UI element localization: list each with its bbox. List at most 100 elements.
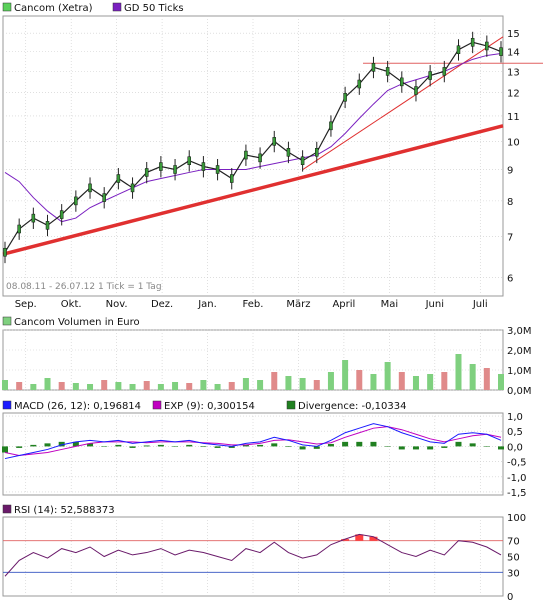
macd-divergence-bar [16, 446, 23, 448]
macd-divergence-bar [242, 444, 249, 447]
rsi-legend-label: RSI (14): 52,588373 [14, 505, 115, 516]
volume-bar [58, 382, 65, 390]
price-candle-body [385, 67, 390, 76]
price-candle-body [102, 193, 106, 202]
volume-y-tick: 1,0M [507, 366, 532, 377]
price-x-tick: Juli [472, 299, 488, 310]
price-x-tick: Dez. [151, 299, 173, 310]
volume-bar [370, 374, 377, 390]
price-candle-body [173, 165, 177, 174]
macd-divergence-bar [370, 441, 377, 447]
price-x-tick: Juni [425, 299, 444, 310]
volume-bar [299, 378, 306, 390]
macd-legend-swatch-1 [152, 400, 162, 410]
volume-bar [427, 374, 434, 390]
price-y-tick: 8 [507, 197, 513, 208]
macd-divergence-bar [483, 446, 490, 447]
volume-bar [398, 372, 405, 390]
macd-divergence-bar [327, 443, 334, 447]
rsi-y-tick: 70 [507, 537, 520, 548]
price-candle-body [343, 92, 347, 102]
volume-bar [384, 362, 391, 390]
price-x-tick: April [332, 299, 355, 310]
macd-y-tick: -1,5 [507, 488, 527, 499]
price-candle-body [31, 213, 36, 223]
macd-divergence-bar [412, 446, 419, 450]
price-x-tick: Mai [381, 299, 399, 310]
macd-frame [2, 412, 504, 496]
volume-bar [72, 383, 79, 390]
volume-bar [441, 372, 448, 390]
macd-divergence-bar [157, 444, 164, 447]
price-legend: Cancom (Xetra) GD 50 Ticks [2, 2, 184, 14]
price-x-tick: März [286, 299, 310, 310]
volume-bar [271, 372, 278, 390]
price-y-tick: 13 [507, 67, 520, 78]
volume-bar [186, 383, 193, 390]
price-candle-body [187, 156, 191, 165]
macd-legend-label-2: Divergence: -0,10334 [298, 401, 406, 412]
price-y-tick: 11 [507, 112, 520, 123]
volume-bar [157, 384, 164, 390]
volume-bar [2, 380, 8, 390]
volume-bar [342, 360, 349, 390]
volume-bar [129, 384, 136, 390]
macd-divergence-bar [271, 443, 278, 447]
macd-legend-label-0: MACD (26, 12): 0,196814 [14, 401, 141, 412]
volume-bar [498, 374, 504, 390]
macd-divergence-bar [101, 446, 108, 447]
price-x-tick: Sep. [15, 299, 37, 310]
price-candle-body [45, 221, 50, 230]
price-candle-body [244, 150, 248, 160]
rsi-legend-swatch [2, 504, 12, 514]
price-y-tick: 14 [507, 48, 520, 59]
volume-bar [455, 354, 462, 390]
macd-divergence-bar [172, 446, 179, 447]
volume-bar [313, 380, 320, 390]
macd-divergence-bar [384, 446, 391, 447]
macd-y-tick: 1,0 [507, 412, 523, 423]
price-legend-swatch-1 [112, 2, 122, 12]
macd-divergence-bar [313, 446, 320, 449]
price-candle-body [159, 162, 163, 171]
macd-divergence-bar [72, 441, 79, 447]
macd-divergence-bar [342, 441, 349, 447]
volume-bar [87, 384, 94, 390]
volume-legend-label: Cancom Volumen in Euro [14, 317, 140, 328]
macd-legend-swatch-2 [286, 400, 296, 410]
macd-line [4, 423, 502, 460]
macd-divergence-bar [469, 443, 476, 447]
macd-divergence-bar [200, 446, 207, 448]
price-candle-body [470, 38, 475, 47]
macd-divergence-bar [44, 443, 51, 447]
price-candle-body [201, 162, 206, 171]
volume-bar [172, 382, 179, 390]
volume-bar [356, 370, 363, 390]
volume-bar [327, 372, 334, 390]
volume-bar [483, 368, 490, 390]
macd-legend-label-1: EXP (9): 0,300154 [164, 401, 255, 412]
macd-divergence-bar [427, 446, 434, 450]
price-candle-body [456, 45, 461, 54]
macd-divergence-bar [87, 443, 94, 447]
volume-bar [214, 384, 221, 390]
volume-bar [469, 364, 476, 390]
price-candle-body [286, 148, 291, 157]
price-y-tick: 12 [507, 89, 520, 100]
macd-divergence-bar [129, 446, 136, 448]
price-legend-swatch-0 [2, 2, 12, 12]
macd-legend: MACD (26, 12): 0,196814 EXP (9): 0,30015… [2, 400, 406, 412]
price-candle-body [88, 183, 92, 193]
volume-bar [101, 380, 108, 390]
volume-bar [200, 380, 207, 390]
volume-bar [115, 382, 122, 390]
volume-bar [30, 384, 37, 390]
volume-bar [242, 378, 249, 390]
volume-bar [143, 381, 150, 390]
rsi-overbought-fill [355, 534, 364, 541]
macd-divergence-bar [2, 446, 8, 453]
price-candle-body [357, 79, 362, 89]
price-y-tick: 9 [507, 165, 513, 176]
price-y-tick: 7 [507, 232, 513, 243]
price-candle-body [371, 63, 376, 72]
